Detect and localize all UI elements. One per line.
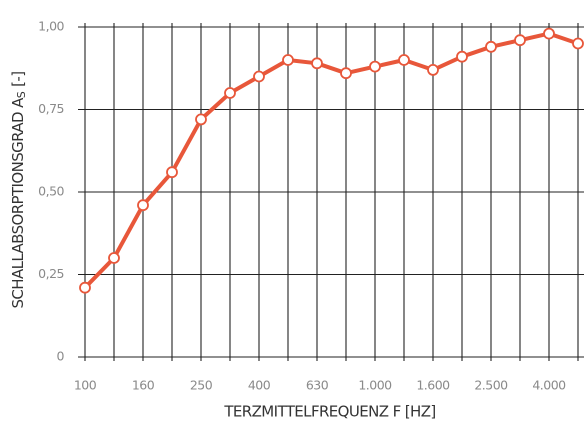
data-point (253, 70, 265, 83)
y-axis-title-subscript: S (15, 91, 28, 98)
x-tick-label: 1.000 (358, 378, 392, 393)
data-point (340, 67, 352, 80)
x-tick-label: 2.500 (474, 378, 508, 393)
data-point (282, 54, 294, 66)
data-point (108, 252, 120, 264)
y-axis-title-main: SCHALLABSORPTIONSGRAD A (9, 97, 27, 309)
data-point (311, 57, 323, 70)
x-tick-label: 630 (306, 378, 329, 393)
y-tick-label: 0 (57, 349, 65, 364)
data-point (398, 54, 410, 66)
y-tick-label: 1,00 (38, 19, 64, 34)
data-point (427, 64, 439, 76)
data-point (79, 281, 91, 294)
y-tick-label: 0,25 (38, 266, 64, 281)
data-point (137, 199, 149, 212)
data-point (166, 166, 178, 179)
x-axis-title: TERZMITTELFREQUENZ F [HZ] (223, 403, 435, 421)
data-point (572, 37, 584, 50)
x-tick-label: 250 (190, 378, 213, 393)
x-tick-label: 1.600 (416, 378, 450, 393)
data-point (543, 27, 555, 40)
y-axis-title-unit: [-] (9, 71, 27, 86)
x-tick-label: 400 (248, 378, 271, 393)
y-tick-label: 0,75 (38, 101, 64, 116)
data-point (485, 40, 497, 53)
y-tick-label: 0,50 (38, 184, 64, 199)
data-point (456, 50, 468, 63)
y-axis-title: SCHALLABSORPTIONSGRAD AS [-] (9, 71, 29, 308)
x-tick-label: 100 (74, 378, 97, 393)
data-point (514, 34, 526, 47)
x-tick-label: 160 (132, 378, 155, 393)
x-tick-label: 4.000 (532, 378, 566, 393)
data-line (83, 31, 580, 290)
data-point (195, 113, 207, 126)
data-point (369, 60, 381, 73)
data-point (224, 87, 236, 99)
